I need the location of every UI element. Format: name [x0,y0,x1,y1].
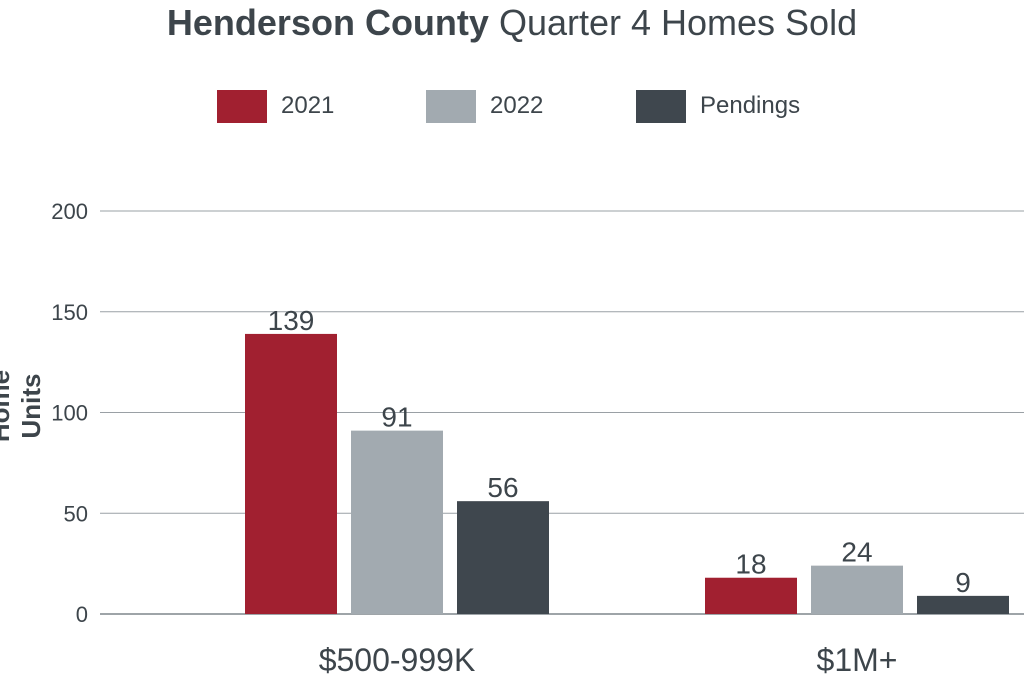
legend: 2021 2022 Pendings [0,88,1024,128]
chart-title: Henderson County Quarter 4 Homes Sold [0,2,1024,44]
data-label-pendings-1: 9 [955,567,971,598]
y-tick-label-50: 50 [64,501,88,526]
legend-label-2022: 2022 [490,92,544,119]
legend-item-pendings: Pendings [636,88,800,124]
data-label-pendings-0: 56 [487,472,518,503]
data-label-2021-0: 139 [268,305,315,336]
data-label-2021-1: 18 [735,549,766,580]
y-tick-label-0: 0 [76,602,88,627]
bar-2021-0 [245,333,337,614]
data-label-2022-1: 24 [841,537,872,568]
legend-swatch-pendings [636,89,686,123]
y-tick-label-100: 100 [51,401,88,426]
x-category-label-1: $1M+ [817,642,898,678]
chart-title-rest: Quarter 4 Homes Sold [498,2,858,43]
y-tick-label-200: 200 [51,199,88,224]
data-label-2022-0: 91 [381,402,412,433]
chart-title-bold: Henderson County [166,2,489,43]
bar-2021-1 [705,577,797,614]
y-tick-label-150: 150 [51,300,88,325]
legend-item-2022: 2022 [426,88,543,124]
legend-item-2021: 2021 [217,88,334,124]
legend-swatch-2022 [426,89,476,123]
bar-2022-0 [351,430,443,614]
legend-label-2021: 2021 [281,92,335,119]
bar-2022-1 [811,565,903,614]
legend-swatch-2021 [217,89,267,123]
legend-label-pendings: Pendings [700,92,801,119]
bar-pendings-0 [457,501,549,614]
x-category-label-0: $500-999K [319,642,476,678]
bar-pendings-1 [917,595,1009,614]
